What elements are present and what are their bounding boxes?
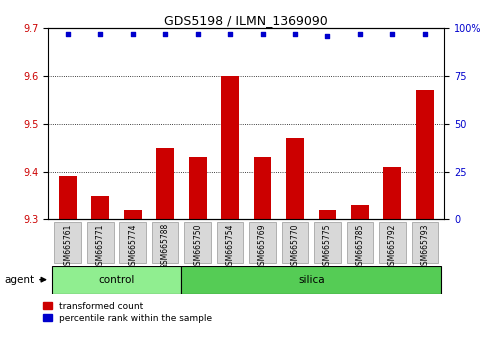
Title: GDS5198 / ILMN_1369090: GDS5198 / ILMN_1369090	[164, 14, 328, 27]
FancyBboxPatch shape	[412, 222, 438, 263]
Point	[129, 31, 137, 37]
Bar	[156, 148, 174, 219]
Bar	[351, 205, 369, 219]
Point	[291, 31, 299, 37]
Text: silica: silica	[298, 275, 325, 285]
Bar	[52, 266, 182, 294]
Bar	[182, 266, 441, 294]
Point	[324, 33, 331, 39]
Legend: transformed count, percentile rank within the sample: transformed count, percentile rank withi…	[43, 302, 213, 322]
FancyBboxPatch shape	[185, 222, 211, 263]
FancyBboxPatch shape	[347, 222, 373, 263]
Bar	[189, 158, 207, 219]
Text: GSM665769: GSM665769	[258, 223, 267, 270]
Bar	[286, 138, 304, 219]
Point	[64, 31, 71, 37]
Point	[161, 31, 169, 37]
Text: agent: agent	[5, 275, 35, 285]
Bar	[254, 158, 271, 219]
Text: GSM665770: GSM665770	[291, 223, 299, 270]
FancyBboxPatch shape	[282, 222, 308, 263]
Point	[259, 31, 267, 37]
Text: GSM665793: GSM665793	[420, 223, 429, 270]
Point	[194, 31, 201, 37]
FancyBboxPatch shape	[87, 222, 114, 263]
FancyBboxPatch shape	[314, 222, 341, 263]
Point	[421, 31, 429, 37]
Bar	[124, 210, 142, 219]
Bar	[416, 91, 434, 219]
Bar	[59, 177, 77, 219]
FancyBboxPatch shape	[249, 222, 276, 263]
Text: GSM665788: GSM665788	[161, 223, 170, 269]
Text: GSM665771: GSM665771	[96, 223, 105, 269]
Text: GSM665761: GSM665761	[63, 223, 72, 269]
Point	[97, 31, 104, 37]
Text: control: control	[98, 275, 135, 285]
Bar	[91, 196, 109, 219]
Text: GSM665774: GSM665774	[128, 223, 137, 270]
Point	[356, 31, 364, 37]
Bar	[384, 167, 401, 219]
Text: GSM665785: GSM665785	[355, 223, 365, 269]
Text: GSM665792: GSM665792	[388, 223, 397, 269]
Text: GSM665750: GSM665750	[193, 223, 202, 270]
Bar	[319, 210, 337, 219]
Text: GSM665775: GSM665775	[323, 223, 332, 270]
Bar	[221, 76, 239, 219]
FancyBboxPatch shape	[55, 222, 81, 263]
FancyBboxPatch shape	[217, 222, 243, 263]
FancyBboxPatch shape	[152, 222, 179, 263]
FancyBboxPatch shape	[379, 222, 406, 263]
Point	[388, 31, 396, 37]
Text: GSM665754: GSM665754	[226, 223, 235, 270]
Point	[226, 31, 234, 37]
FancyBboxPatch shape	[119, 222, 146, 263]
